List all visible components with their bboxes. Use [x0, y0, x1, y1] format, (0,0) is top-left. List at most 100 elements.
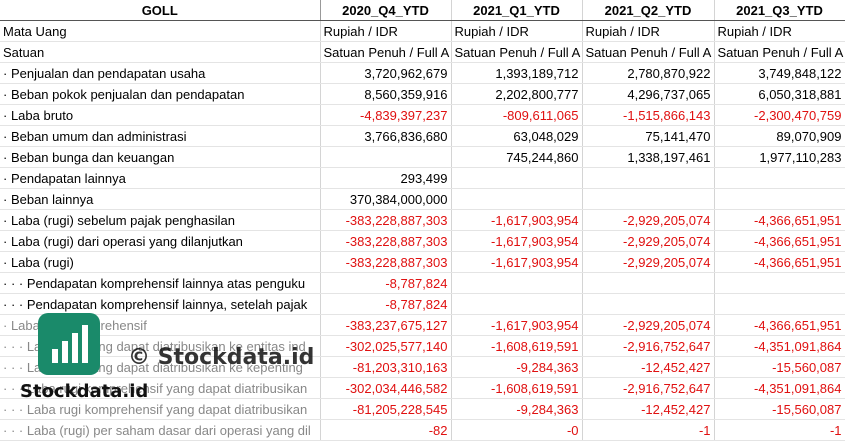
value-cell[interactable]: 2,202,800,777 — [451, 83, 583, 105]
row-label[interactable]: · Laba (rugi) dari operasi yang dilanjut… — [0, 230, 321, 252]
value-cell[interactable]: -383,228,887,303 — [320, 251, 452, 273]
value-cell[interactable]: Satuan Penuh / Full A — [582, 41, 715, 63]
value-cell[interactable]: 3,720,962,679 — [320, 62, 452, 84]
row-label[interactable]: · Beban bunga dan keuangan — [0, 146, 321, 168]
period-header[interactable]: 2021_Q3_YTD — [714, 0, 845, 21]
value-cell[interactable]: -4,351,091,864 — [714, 377, 845, 399]
period-header[interactable]: 2020_Q4_YTD — [320, 0, 452, 21]
value-cell[interactable]: -2,916,752,647 — [582, 335, 715, 357]
value-cell[interactable] — [714, 167, 845, 189]
value-cell[interactable] — [714, 293, 845, 315]
value-cell[interactable]: Rupiah / IDR — [451, 20, 583, 42]
value-cell[interactable] — [320, 146, 452, 168]
row-label[interactable]: · Penjualan dan pendapatan usaha — [0, 62, 321, 84]
ticker-header[interactable]: GOLL — [0, 0, 321, 21]
value-cell[interactable]: 1,338,197,461 — [582, 146, 715, 168]
value-cell[interactable]: 6,050,318,881 — [714, 83, 845, 105]
row-label[interactable]: · Beban lainnya — [0, 188, 321, 210]
value-cell[interactable]: -4,351,091,864 — [714, 335, 845, 357]
row-label[interactable]: Mata Uang — [0, 20, 321, 42]
value-cell[interactable]: -81,205,228,545 — [320, 398, 452, 420]
value-cell[interactable] — [451, 167, 583, 189]
value-cell[interactable]: Satuan Penuh / Full A — [714, 41, 845, 63]
row-label[interactable]: · · · Laba rugi yang dapat diatribusikan… — [0, 356, 321, 378]
value-cell[interactable]: -8,787,824 — [320, 272, 452, 294]
value-cell[interactable]: -82 — [320, 419, 452, 441]
value-cell[interactable]: 2,780,870,922 — [582, 62, 715, 84]
value-cell[interactable]: -383,228,887,303 — [320, 209, 452, 231]
row-label[interactable]: · · · Laba rugi komprehensif yang dapat … — [0, 398, 321, 420]
value-cell[interactable]: 3,766,836,680 — [320, 125, 452, 147]
value-cell[interactable]: 89,070,909 — [714, 125, 845, 147]
value-cell[interactable] — [451, 272, 583, 294]
value-cell[interactable]: 370,384,000,000 — [320, 188, 452, 210]
value-cell[interactable]: -1,617,903,954 — [451, 251, 583, 273]
row-label[interactable]: · Laba bruto — [0, 104, 321, 126]
value-cell[interactable]: -2,300,470,759 — [714, 104, 845, 126]
value-cell[interactable]: -12,452,427 — [582, 356, 715, 378]
value-cell[interactable]: -2,929,205,074 — [582, 230, 715, 252]
value-cell[interactable]: -1,617,903,954 — [451, 230, 583, 252]
value-cell[interactable]: 8,560,359,916 — [320, 83, 452, 105]
value-cell[interactable]: -15,560,087 — [714, 356, 845, 378]
value-cell[interactable]: -1,617,903,954 — [451, 209, 583, 231]
value-cell[interactable]: 1,977,110,283 — [714, 146, 845, 168]
value-cell[interactable]: -4,366,651,951 — [714, 251, 845, 273]
value-cell[interactable]: Satuan Penuh / Full A — [320, 41, 452, 63]
value-cell[interactable] — [451, 293, 583, 315]
value-cell[interactable]: -2,916,752,647 — [582, 377, 715, 399]
value-cell[interactable]: Rupiah / IDR — [582, 20, 715, 42]
row-label[interactable]: · Pendapatan lainnya — [0, 167, 321, 189]
value-cell[interactable]: -4,366,651,951 — [714, 209, 845, 231]
value-cell[interactable]: -0 — [451, 419, 583, 441]
row-label[interactable]: Satuan — [0, 41, 321, 63]
row-label[interactable]: · Beban pokok penjualan dan pendapatan — [0, 83, 321, 105]
value-cell[interactable]: -1 — [582, 419, 715, 441]
value-cell[interactable] — [582, 167, 715, 189]
row-label[interactable]: · Laba (rugi) sebelum pajak penghasilan — [0, 209, 321, 231]
row-label[interactable]: · · · Pendapatan komprehensif lainnya, s… — [0, 293, 321, 315]
value-cell[interactable]: 745,244,860 — [451, 146, 583, 168]
value-cell[interactable] — [582, 188, 715, 210]
value-cell[interactable]: -15,560,087 — [714, 398, 845, 420]
row-label[interactable]: · Laba (rugi) — [0, 251, 321, 273]
value-cell[interactable]: -8,787,824 — [320, 293, 452, 315]
value-cell[interactable]: -1,617,903,954 — [451, 314, 583, 336]
value-cell[interactable]: -383,228,887,303 — [320, 230, 452, 252]
period-header[interactable]: 2021_Q2_YTD — [582, 0, 715, 21]
row-label[interactable]: · · · Pendapatan komprehensif lainnya at… — [0, 272, 321, 294]
value-cell[interactable]: 293,499 — [320, 167, 452, 189]
row-label[interactable]: · · · Laba rugi yang dapat diatribusikan… — [0, 335, 321, 357]
value-cell[interactable] — [582, 293, 715, 315]
value-cell[interactable] — [451, 188, 583, 210]
value-cell[interactable]: -2,929,205,074 — [582, 314, 715, 336]
value-cell[interactable]: -4,366,651,951 — [714, 230, 845, 252]
row-label[interactable]: · · · Laba (rugi) per saham dasar dari o… — [0, 419, 321, 441]
row-label[interactable]: · · · Laba rugi komprehensif yang dapat … — [0, 377, 321, 399]
value-cell[interactable]: -9,284,363 — [451, 398, 583, 420]
value-cell[interactable]: -9,284,363 — [451, 356, 583, 378]
value-cell[interactable]: -2,929,205,074 — [582, 251, 715, 273]
value-cell[interactable]: 1,393,189,712 — [451, 62, 583, 84]
value-cell[interactable]: 4,296,737,065 — [582, 83, 715, 105]
value-cell[interactable]: -1,515,866,143 — [582, 104, 715, 126]
value-cell[interactable]: -4,366,651,951 — [714, 314, 845, 336]
row-label[interactable]: · Beban umum dan administrasi — [0, 125, 321, 147]
value-cell[interactable]: 63,048,029 — [451, 125, 583, 147]
period-header[interactable]: 2021_Q1_YTD — [451, 0, 583, 21]
value-cell[interactable]: -81,203,310,163 — [320, 356, 452, 378]
value-cell[interactable]: -1 — [714, 419, 845, 441]
value-cell[interactable]: -383,237,675,127 — [320, 314, 452, 336]
value-cell[interactable]: -302,025,577,140 — [320, 335, 452, 357]
value-cell[interactable]: Satuan Penuh / Full A — [451, 41, 583, 63]
value-cell[interactable] — [714, 188, 845, 210]
value-cell[interactable]: Rupiah / IDR — [320, 20, 452, 42]
value-cell[interactable]: -1,608,619,591 — [451, 335, 583, 357]
value-cell[interactable]: 75,141,470 — [582, 125, 715, 147]
value-cell[interactable]: Rupiah / IDR — [714, 20, 845, 42]
value-cell[interactable]: -2,929,205,074 — [582, 209, 715, 231]
value-cell[interactable] — [714, 272, 845, 294]
value-cell[interactable] — [582, 272, 715, 294]
value-cell[interactable]: -302,034,446,582 — [320, 377, 452, 399]
value-cell[interactable]: -12,452,427 — [582, 398, 715, 420]
